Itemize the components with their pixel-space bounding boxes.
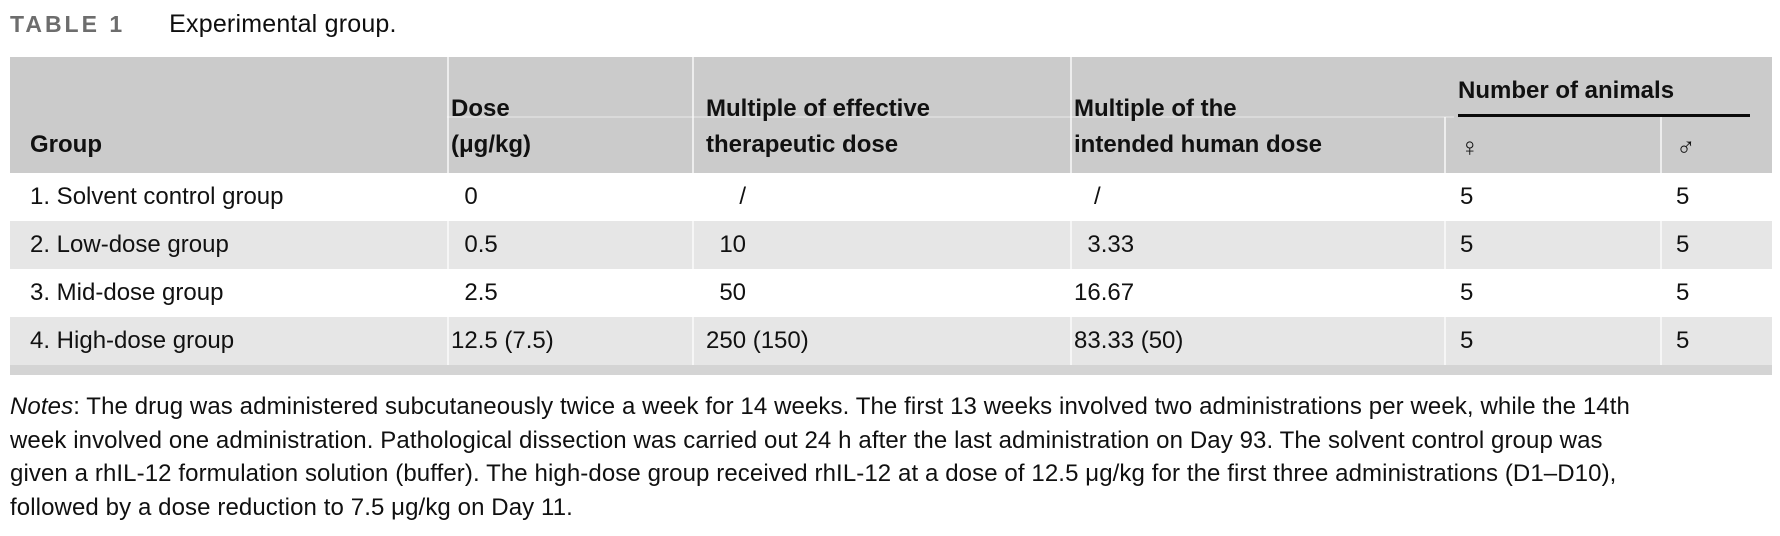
cell-male-count: 5 <box>1660 317 1772 365</box>
table-caption-row: TABLE 1 Experimental group. <box>10 10 397 39</box>
cell-multiple-effective: / <box>692 173 1070 221</box>
cell-dose: 2.5 <box>447 269 692 317</box>
male-icon: ♂ <box>1660 117 1772 173</box>
cell-dose: 0.5 <box>447 221 692 269</box>
cell-group: 2. Low-dose group <box>30 231 229 258</box>
table-bottom-rule <box>10 365 1772 375</box>
table-row: 1. Solvent control group 0 / / 5 5 <box>10 173 1772 221</box>
cell-multiple-effective: 250 (150) <box>692 317 1070 365</box>
cell-female-count: 5 <box>1444 317 1660 365</box>
column-header-multiple-intended: Multiple of the intended human dose <box>1070 57 1444 173</box>
cell-group: 3. Mid-dose group <box>30 279 224 306</box>
cell-multiple-intended: 16.67 <box>1070 269 1444 317</box>
cell-male-count: 5 <box>1660 221 1772 269</box>
cell-dose: 12.5 (7.5) <box>447 317 692 365</box>
notes-text: : The drug was administered subcutaneous… <box>10 393 1630 521</box>
cell-male-count: 5 <box>1660 173 1772 221</box>
table-title: Experimental group. <box>169 10 397 38</box>
cell-multiple-effective: 50 <box>692 269 1070 317</box>
cell-multiple-effective: 10 <box>692 221 1070 269</box>
column-header-multiple-effective: Multiple of effective therapeutic dose <box>692 57 1070 173</box>
notes-label: Notes <box>10 393 74 420</box>
table-notes: Notes: The drug was administered subcuta… <box>10 390 1758 524</box>
cell-female-count: 5 <box>1444 173 1660 221</box>
table-row: 3. Mid-dose group 2.5 50 16.67 5 5 <box>10 269 1772 317</box>
cell-female-count: 5 <box>1444 221 1660 269</box>
table-body: 1. Solvent control group 0 / / 5 5 2. Lo… <box>10 173 1772 365</box>
cell-group: 4. High-dose group <box>30 327 235 354</box>
female-icon: ♀ <box>1444 117 1660 173</box>
header-divider-rule <box>447 116 1454 118</box>
column-header-dose: Dose (μg/kg) <box>447 57 692 173</box>
cell-dose: 0 <box>447 173 692 221</box>
table-header: Group Dose (μg/kg) Multiple of effective… <box>10 57 1772 173</box>
table-row: 4. High-dose group 12.5 (7.5) 250 (150) … <box>10 317 1772 365</box>
cell-multiple-intended: 3.33 <box>1070 221 1444 269</box>
cell-male-count: 5 <box>1660 269 1772 317</box>
table-number-label: TABLE 1 <box>10 11 126 37</box>
column-header-number-of-animals: Number of animals <box>1458 57 1750 117</box>
column-header-group: Group <box>30 131 102 158</box>
cell-multiple-intended: / <box>1070 173 1444 221</box>
cell-female-count: 5 <box>1444 269 1660 317</box>
cell-group: 1. Solvent control group <box>30 183 284 210</box>
experimental-group-table: Group Dose (μg/kg) Multiple of effective… <box>10 57 1772 375</box>
table-row: 2. Low-dose group 0.5 10 3.33 5 5 <box>10 221 1772 269</box>
cell-multiple-intended: 83.33 (50) <box>1070 317 1444 365</box>
